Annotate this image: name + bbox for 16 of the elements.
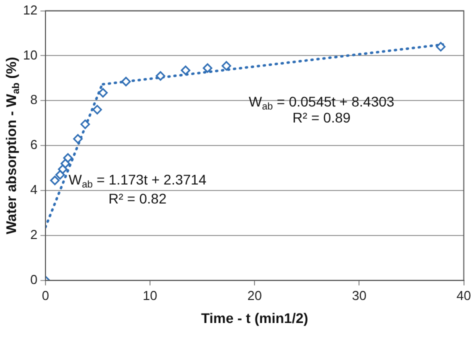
x-tick-label: 40 bbox=[456, 288, 472, 303]
x-tick-label: 20 bbox=[247, 288, 262, 303]
y-tick-label: 0 bbox=[30, 272, 38, 287]
y-axis-title: Water absorption - Wab (%) bbox=[2, 56, 22, 234]
annotation: R² = 0.82 bbox=[108, 190, 167, 206]
y-tick-label: 2 bbox=[30, 227, 38, 242]
y-tick-label: 12 bbox=[22, 2, 38, 18]
x-tick-label: 0 bbox=[42, 288, 50, 303]
y-tick-label: 6 bbox=[30, 137, 38, 152]
x-tick-label: 10 bbox=[142, 288, 158, 303]
annotation: R² = 0.89 bbox=[292, 110, 351, 126]
x-axis-title: Time - t (min1/2) bbox=[201, 310, 308, 326]
y-tick-label: 4 bbox=[30, 182, 38, 198]
y-tick-label: 8 bbox=[30, 92, 38, 108]
y-tick-label: 10 bbox=[22, 47, 38, 62]
x-tick-label: 30 bbox=[352, 288, 366, 303]
